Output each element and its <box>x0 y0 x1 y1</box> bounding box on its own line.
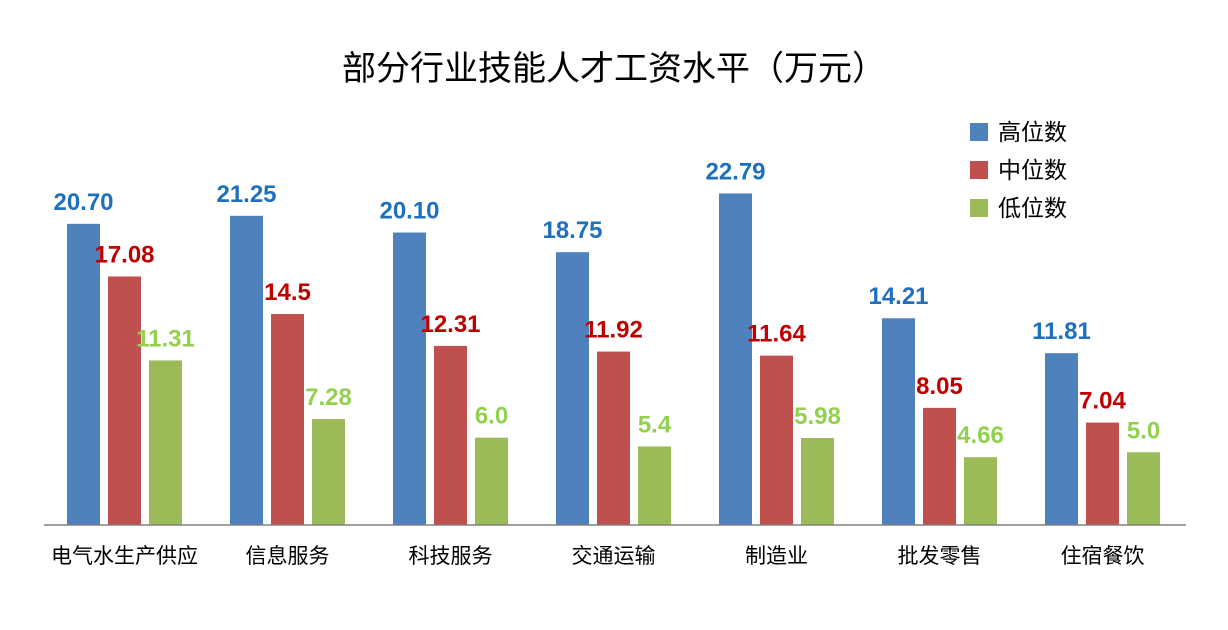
bar-0-series-0 <box>67 223 100 525</box>
data-label-5-series-2: 4.66 <box>957 422 1004 449</box>
bar-6-series-0 <box>1045 353 1078 525</box>
x-tick-label-0: 电气水生产供应 <box>51 544 198 568</box>
data-label-1-series-1: 14.5 <box>264 279 311 306</box>
bar-4-series-0 <box>719 193 752 525</box>
bar-3-series-2 <box>638 446 671 525</box>
data-label-4-series-0: 22.79 <box>705 158 765 185</box>
data-label-2-series-0: 20.10 <box>379 198 439 225</box>
data-label-3-series-1: 11.92 <box>584 317 643 344</box>
bar-5-series-2 <box>964 457 997 525</box>
x-tick-label-1: 信息服务 <box>246 544 330 568</box>
bar-6-series-2 <box>1127 452 1160 525</box>
bar-4-series-2 <box>801 437 834 525</box>
data-label-0-series-0: 20.70 <box>53 189 113 216</box>
legend-label-2: 低位数 <box>998 196 1067 222</box>
bar-4-series-1 <box>760 355 793 525</box>
data-label-0-series-1: 17.08 <box>94 241 154 268</box>
data-label-5-series-1: 8.05 <box>916 373 963 400</box>
legend-swatch-2 <box>970 199 988 217</box>
bar-1-series-0 <box>230 215 263 525</box>
x-tick-label-2: 科技服务 <box>409 544 493 568</box>
data-label-6-series-0: 11.81 <box>1032 318 1091 345</box>
bar-2-series-1 <box>434 345 467 525</box>
bar-1-series-2 <box>312 419 345 525</box>
data-label-0-series-2: 11.31 <box>136 325 195 352</box>
data-label-1-series-0: 21.25 <box>216 181 276 208</box>
data-label-4-series-2: 5.98 <box>794 403 841 430</box>
bar-3-series-1 <box>597 351 630 525</box>
bar-3-series-0 <box>556 252 589 525</box>
bar-0-series-1 <box>108 276 141 525</box>
plot-area: 20.70 17.08 11.31 21.25 14.5 7.28 20.10 12.31 6.… <box>53 158 1160 526</box>
data-label-4-series-1: 11.64 <box>747 321 806 348</box>
legend-label-1: 中位数 <box>998 158 1067 184</box>
chart-title: 部分行业技能人才工资水平（万元） <box>342 49 886 89</box>
legend-swatch-1 <box>970 161 988 179</box>
x-tick-label-5: 批发零售 <box>898 544 982 568</box>
data-label-6-series-1: 7.04 <box>1079 388 1126 415</box>
bar-2-series-0 <box>393 232 426 526</box>
x-tick-label-4: 制造业 <box>745 544 808 568</box>
bar-2-series-2 <box>475 437 508 525</box>
legend-swatch-0 <box>970 123 988 141</box>
data-label-1-series-2: 7.28 <box>305 384 352 411</box>
bar-0-series-2 <box>149 360 182 525</box>
data-label-3-series-2: 5.4 <box>638 411 672 438</box>
x-tick-label-6: 住宿餐饮 <box>1061 544 1145 568</box>
bar-1-series-1 <box>271 314 304 525</box>
legend-label-0: 高位数 <box>998 120 1067 146</box>
bar-5-series-0 <box>882 318 915 525</box>
x-tick-label-3: 交通运输 <box>572 544 656 568</box>
bar-6-series-1 <box>1086 422 1119 525</box>
data-label-2-series-2: 6.0 <box>475 403 508 430</box>
bar-5-series-1 <box>923 407 956 525</box>
data-label-3-series-0: 18.75 <box>542 217 602 244</box>
x-axis-labels: 电气水生产供应 信息服务 科技服务 交通运输 制造业 批发零售 住宿餐饮 <box>51 544 1145 568</box>
data-label-2-series-1: 12.31 <box>420 311 480 338</box>
data-label-6-series-2: 5.0 <box>1127 417 1160 444</box>
data-label-5-series-0: 14.21 <box>868 283 928 310</box>
